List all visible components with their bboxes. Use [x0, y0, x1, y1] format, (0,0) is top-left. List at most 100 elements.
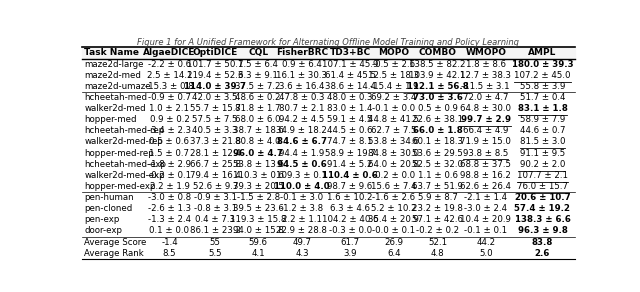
- Text: 64.8 ± 30.0: 64.8 ± 30.0: [460, 104, 511, 113]
- Text: 103.9 ± 42.1: 103.9 ± 42.1: [410, 71, 466, 80]
- Text: 2.6: 2.6: [535, 249, 550, 258]
- Text: 91.4 ± 5.2: 91.4 ± 5.2: [328, 160, 372, 169]
- Text: 99.7 ± 2.9: 99.7 ± 2.9: [461, 115, 511, 124]
- Text: 1.0 ± 2.1: 1.0 ± 2.1: [150, 104, 189, 113]
- Text: 58.9 ± 19.7: 58.9 ± 19.7: [324, 149, 376, 158]
- Text: -1.4: -1.4: [161, 238, 178, 246]
- Text: -2.6 ± 1.3: -2.6 ± 1.3: [148, 204, 191, 213]
- Text: 98.7 ± 9.6: 98.7 ± 9.6: [328, 182, 372, 191]
- Text: 44.2: 44.2: [476, 238, 495, 246]
- Text: -2.2 ± 0.6: -2.2 ± 0.6: [148, 60, 191, 69]
- Text: 110.0 ± 4.0: 110.0 ± 4.0: [274, 182, 330, 191]
- Text: 57.1 ± 42.6: 57.1 ± 42.6: [412, 215, 463, 224]
- Text: 94.0 ± 15.8: 94.0 ± 15.8: [233, 227, 284, 235]
- Text: -15.3 ± 0.8: -15.3 ± 0.8: [145, 82, 194, 91]
- Text: 37.3 ± 21.8: 37.3 ± 21.8: [189, 138, 241, 147]
- Text: -0.2 ± 0.0: -0.2 ± 0.0: [372, 171, 415, 180]
- Text: 83.0 ± 1.4: 83.0 ± 1.4: [327, 104, 373, 113]
- Text: 0.1 ± 0.0: 0.1 ± 0.0: [150, 227, 189, 235]
- Text: pen-cloned: pen-cloned: [84, 204, 132, 213]
- Text: 55: 55: [210, 238, 221, 246]
- Text: -3.0 ± 0.8: -3.0 ± 0.8: [148, 193, 191, 202]
- Text: 138.3 ± 6.6: 138.3 ± 6.6: [515, 215, 570, 224]
- Text: AlgaeDICE: AlgaeDICE: [143, 48, 196, 58]
- Text: 51.7 ± 0.4: 51.7 ± 0.4: [520, 93, 565, 102]
- Text: 1.6 ± 10.2: 1.6 ± 10.2: [327, 193, 373, 202]
- Text: CQL: CQL: [248, 48, 268, 58]
- Text: hcheetah-med-exp: hcheetah-med-exp: [84, 160, 166, 169]
- Text: 3.9: 3.9: [343, 249, 357, 258]
- Text: -0.1 ± 0.1: -0.1 ± 0.1: [464, 227, 508, 235]
- Text: -1.5 ± 2.8: -1.5 ± 2.8: [237, 193, 280, 202]
- Text: 83.1 ± 1.8: 83.1 ± 1.8: [518, 104, 568, 113]
- Text: 107.7 ± 2.1: 107.7 ± 2.1: [517, 171, 568, 180]
- Text: -0.9 ± 3.1: -0.9 ± 3.1: [194, 193, 237, 202]
- Text: 26.9: 26.9: [385, 238, 403, 246]
- Text: 0.9 ± 6.4: 0.9 ± 6.4: [282, 60, 322, 69]
- Text: 107.2 ± 45.0: 107.2 ± 45.0: [514, 71, 571, 80]
- Text: 66.4 ± 4.9: 66.4 ± 4.9: [463, 126, 509, 135]
- Text: 114.0 ± 39.7: 114.0 ± 39.7: [184, 82, 246, 91]
- Text: 4.3: 4.3: [295, 249, 308, 258]
- Text: 1.8 ± 8.6: 1.8 ± 8.6: [466, 60, 506, 69]
- Text: maze2d-large: maze2d-large: [84, 60, 144, 69]
- Text: 61.7: 61.7: [340, 238, 360, 246]
- Text: -0.2 ± 0.2: -0.2 ± 0.2: [416, 227, 460, 235]
- Text: 68.8 ± 37.5: 68.8 ± 37.5: [460, 160, 511, 169]
- Text: 4.8: 4.8: [431, 249, 444, 258]
- Text: 2.2 ± 1.9: 2.2 ± 1.9: [150, 182, 189, 191]
- Text: -0.9 ± 0.7: -0.9 ± 0.7: [148, 93, 191, 102]
- Text: 57.4 ± 19.2: 57.4 ± 19.2: [515, 204, 570, 213]
- Text: walker2d-med-rep: walker2d-med-rep: [84, 138, 163, 147]
- Text: 63.7 ± 51.9: 63.7 ± 51.9: [412, 182, 463, 191]
- Text: 15.6 ± 7.4: 15.6 ± 7.4: [371, 182, 417, 191]
- Text: 1.1 ± 0.6: 1.1 ± 0.6: [418, 171, 458, 180]
- Text: 52.1: 52.1: [428, 238, 447, 246]
- Text: 53.6 ± 29.5: 53.6 ± 29.5: [412, 149, 463, 158]
- Text: 12.5 ± 18.3: 12.5 ± 18.3: [369, 71, 419, 80]
- Text: 81.5 ± 3.0: 81.5 ± 3.0: [520, 138, 565, 147]
- Text: 2.5 ± 14.2: 2.5 ± 14.2: [147, 71, 192, 80]
- Text: 0.5 ± 0.6: 0.5 ± 0.6: [150, 138, 189, 147]
- Text: 10.4 ± 20.9: 10.4 ± 20.9: [460, 215, 511, 224]
- Text: -3.4 ± 2.3: -3.4 ± 2.3: [148, 126, 191, 135]
- Text: 53.8 ± 34.6: 53.8 ± 34.6: [369, 138, 419, 147]
- Text: 1.5 ± 0.7: 1.5 ± 0.7: [150, 149, 189, 158]
- Text: 44.6 ± 0.7: 44.6 ± 0.7: [520, 126, 565, 135]
- Text: door-exp: door-exp: [84, 227, 122, 235]
- Text: 60.1 ± 18.3: 60.1 ± 18.3: [412, 138, 463, 147]
- Text: 86.1 ± 23.2: 86.1 ± 23.2: [189, 227, 241, 235]
- Text: pen-exp: pen-exp: [84, 215, 120, 224]
- Text: 0.5 ± 0.9: 0.5 ± 0.9: [418, 104, 458, 113]
- Text: 5.9 ± 8.7: 5.9 ± 8.7: [418, 193, 458, 202]
- Text: 79.3 ± 20.5: 79.3 ± 20.5: [233, 182, 284, 191]
- Text: 80.7 ± 2.1: 80.7 ± 2.1: [279, 104, 324, 113]
- Text: 81.8 ± 1.7: 81.8 ± 1.7: [236, 104, 281, 113]
- Text: 73.0 ± 3.6: 73.0 ± 3.6: [413, 93, 463, 102]
- Text: 138.5 ± 82.2: 138.5 ± 82.2: [410, 60, 466, 69]
- Text: 42.0 ± 3.5: 42.0 ± 3.5: [193, 93, 238, 102]
- Text: 66.7 ± 25.8: 66.7 ± 25.8: [189, 160, 241, 169]
- Text: 34.9 ± 18.2: 34.9 ± 18.2: [276, 126, 328, 135]
- Text: 44.5 ± 0.6: 44.5 ± 0.6: [327, 126, 373, 135]
- Text: Average Score: Average Score: [84, 238, 147, 246]
- Text: 35.4 ± 20.9: 35.4 ± 20.9: [369, 215, 419, 224]
- Text: hopper-med: hopper-med: [84, 115, 137, 124]
- Text: 52.6 ± 9.3: 52.6 ± 9.3: [193, 182, 238, 191]
- Text: 40.5 ± 3.3: 40.5 ± 3.3: [193, 126, 238, 135]
- Text: TD3+BC: TD3+BC: [330, 48, 371, 58]
- Text: 5.5: 5.5: [209, 249, 222, 258]
- Text: 53.8 ± 13.6: 53.8 ± 13.6: [233, 160, 284, 169]
- Text: 72.0 ± 4.7: 72.0 ± 4.7: [463, 93, 509, 102]
- Text: 71.9 ± 15.0: 71.9 ± 15.0: [460, 138, 511, 147]
- Text: Figure 1 for A Unified Framework for Alternating Offline Model Training and Poli: Figure 1 for A Unified Framework for Alt…: [137, 39, 519, 47]
- Text: -0.1 ± 0.0: -0.1 ± 0.0: [372, 104, 415, 113]
- Text: 180.0 ± 39.3: 180.0 ± 39.3: [511, 60, 573, 69]
- Text: 52.5 ± 32.0: 52.5 ± 32.0: [412, 160, 463, 169]
- Text: walker2d-med: walker2d-med: [84, 104, 146, 113]
- Text: 94.2 ± 4.5: 94.2 ± 4.5: [279, 115, 324, 124]
- Text: maze2d-med: maze2d-med: [84, 71, 141, 80]
- Text: 6.3 ± 9.1: 6.3 ± 9.1: [238, 71, 278, 80]
- Text: 91.1 ± 9.5: 91.1 ± 9.5: [520, 149, 565, 158]
- Text: 38.7 ± 18.6: 38.7 ± 18.6: [233, 126, 284, 135]
